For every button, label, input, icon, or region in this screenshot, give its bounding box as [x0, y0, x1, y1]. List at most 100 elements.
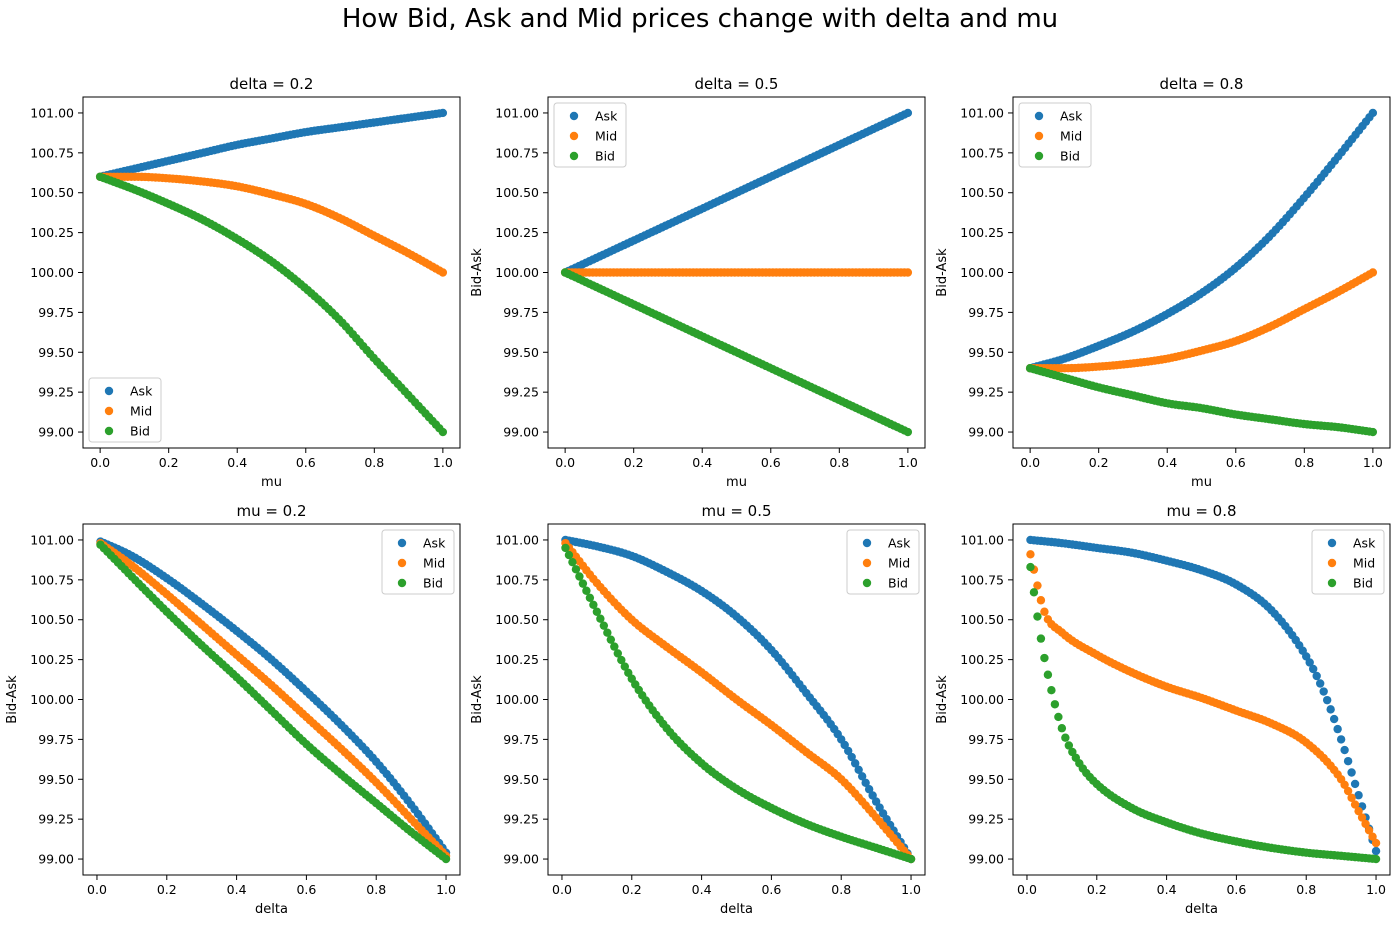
legend-label-ask: Ask	[888, 536, 911, 551]
point-bid	[438, 427, 448, 437]
y-tick-label: 99.75	[38, 305, 74, 320]
x-axis-label: delta	[1185, 902, 1218, 917]
point-bid	[903, 427, 913, 437]
y-tick-label: 99.00	[38, 425, 74, 440]
legend-label-mid: Mid	[423, 556, 445, 571]
legend-marker-ask	[569, 111, 579, 121]
x-tick-label: 1.0	[898, 455, 918, 470]
legend-marker-ask	[104, 386, 114, 396]
y-tick-label: 99.50	[503, 772, 539, 787]
x-tick-label: 0.2	[159, 455, 179, 470]
y-tick-label: 99.75	[38, 732, 74, 747]
legend-label-mid: Mid	[595, 129, 617, 144]
x-tick-label: 0.6	[761, 455, 781, 470]
y-tick-label: 100.50	[495, 185, 539, 200]
point-mid	[1340, 780, 1349, 789]
point-mid	[1033, 581, 1042, 590]
legend: Ask Mid Bid	[846, 529, 920, 595]
point-bid	[1057, 724, 1067, 733]
x-tick-label: 0.0	[1020, 455, 1040, 470]
point-ask	[1319, 687, 1328, 696]
y-axis-label: Bid-Ask	[935, 675, 950, 724]
legend-label-ask: Ask	[1353, 536, 1376, 551]
point-bid	[1026, 562, 1035, 572]
y-tick-label: 100.00	[30, 265, 74, 280]
point-bid	[1368, 427, 1378, 437]
legend-label-mid: Mid	[1060, 129, 1082, 144]
point-bid	[596, 614, 605, 623]
subplot-title: delta = 0.2	[230, 75, 314, 93]
figure-title: How Bid, Ask and Mid prices change with …	[341, 4, 1059, 34]
x-tick-label: 0.6	[1226, 455, 1246, 470]
y-tick-label: 99.00	[503, 852, 539, 867]
point-bid	[592, 607, 602, 616]
point-ask	[1329, 714, 1339, 724]
subplot-5: 0.0 0.2 0.4 0.6 0.8 1.0 99.00 99.25 99.50 99.75 10…	[470, 502, 926, 917]
y-axis-label: Bid-Ask	[935, 248, 950, 297]
y-tick-label: 100.25	[30, 225, 74, 240]
subplot-2: 0.0 0.2 0.4 0.6 0.8 1.0 99.00 99.25 99.50 99.75 10…	[470, 75, 926, 490]
point-ask	[1371, 846, 1381, 856]
subplot-3: 0.0 0.2 0.4 0.6 0.8 1.0 99.00 99.25 99.50 99.75 10…	[935, 75, 1391, 490]
point-ask	[854, 765, 863, 774]
y-tick-label: 99.00	[503, 425, 539, 440]
point-ask	[438, 108, 448, 118]
point-ask	[1354, 791, 1363, 800]
y-tick-label: 100.00	[495, 692, 539, 707]
point-ask	[1322, 695, 1332, 705]
legend-marker-bid	[569, 151, 579, 161]
point-ask	[864, 785, 874, 794]
legend-marker-bid	[1327, 578, 1337, 588]
y-tick-label: 100.25	[960, 225, 1004, 240]
point-bid	[568, 557, 577, 567]
y-tick-label: 101.00	[30, 105, 74, 120]
x-tick-label: 0.0	[1017, 882, 1037, 897]
x-tick-label: 0.2	[1089, 455, 1109, 470]
x-tick-label: 0.4	[227, 882, 247, 897]
point-mid	[1368, 268, 1378, 277]
point-bid	[1054, 712, 1063, 722]
point-bid	[1064, 741, 1074, 750]
point-ask	[868, 791, 877, 800]
y-tick-label: 100.75	[30, 572, 74, 587]
y-tick-label: 101.00	[495, 532, 539, 547]
legend-marker-ask	[1034, 111, 1044, 121]
y-tick-label: 100.75	[495, 145, 539, 160]
legend-marker-mid	[104, 406, 114, 416]
point-ask	[1350, 779, 1360, 789]
legend-marker-ask	[862, 538, 872, 548]
point-mid	[1354, 806, 1363, 816]
point-bid	[582, 586, 591, 595]
point-ask	[1347, 768, 1356, 777]
point-bid	[589, 600, 598, 610]
point-mid	[1040, 607, 1049, 616]
legend: Ask Mid Bid	[553, 102, 627, 168]
point-ask	[1309, 664, 1318, 674]
point-ask	[857, 772, 867, 781]
point-mid	[1364, 826, 1374, 835]
x-tick-label: 0.8	[829, 455, 849, 470]
point-mid	[1026, 550, 1035, 559]
point-ask	[861, 778, 870, 787]
y-tick-label: 99.50	[38, 345, 74, 360]
point-bid	[906, 854, 916, 864]
legend-marker-bid	[862, 578, 872, 588]
y-tick-label: 99.25	[503, 812, 539, 827]
y-tick-label: 100.50	[30, 185, 74, 200]
point-bid	[603, 628, 612, 637]
subplot-title: mu = 0.8	[1166, 502, 1236, 520]
legend-label-mid: Mid	[130, 404, 152, 419]
legend-label-ask: Ask	[595, 109, 618, 124]
point-ask	[847, 752, 856, 762]
point-bid	[1043, 670, 1053, 679]
y-tick-label: 99.50	[968, 772, 1004, 787]
x-tick-label: 0.8	[364, 455, 384, 470]
point-bid	[613, 649, 623, 658]
point-ask	[1305, 658, 1314, 667]
y-tick-label: 101.00	[30, 532, 74, 547]
y-tick-label: 99.50	[503, 345, 539, 360]
subplot-title: delta = 0.5	[695, 75, 779, 93]
point-bid	[1033, 612, 1042, 621]
legend-label-bid: Bid	[130, 424, 150, 439]
